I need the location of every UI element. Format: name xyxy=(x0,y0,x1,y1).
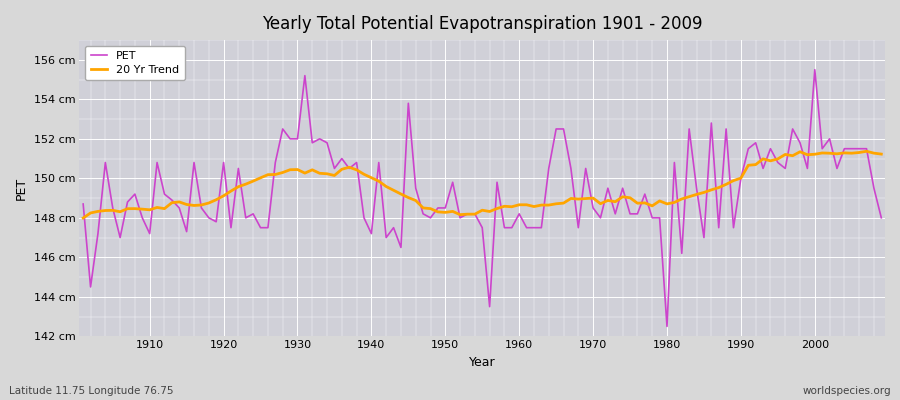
20 Yr Trend xyxy=(514,202,525,207)
20 Yr Trend xyxy=(602,198,613,203)
Y-axis label: PET: PET xyxy=(15,177,28,200)
PET xyxy=(137,216,148,220)
Line: PET: PET xyxy=(83,70,881,326)
20 Yr Trend xyxy=(137,207,148,212)
20 Yr Trend xyxy=(77,216,88,220)
Legend: PET, 20 Yr Trend: PET, 20 Yr Trend xyxy=(85,46,184,80)
PET xyxy=(300,73,310,78)
20 Yr Trend xyxy=(507,204,517,209)
PET xyxy=(602,186,613,190)
PET xyxy=(514,212,525,216)
20 Yr Trend xyxy=(300,171,310,176)
PET xyxy=(809,67,820,72)
20 Yr Trend xyxy=(876,152,886,156)
Line: 20 Yr Trend: 20 Yr Trend xyxy=(83,151,881,218)
PET xyxy=(344,166,355,171)
Text: Latitude 11.75 Longitude 76.75: Latitude 11.75 Longitude 76.75 xyxy=(9,386,174,396)
Text: worldspecies.org: worldspecies.org xyxy=(803,386,891,396)
X-axis label: Year: Year xyxy=(469,356,496,369)
20 Yr Trend xyxy=(861,149,872,154)
PET xyxy=(507,225,517,230)
PET xyxy=(77,202,88,206)
Title: Yearly Total Potential Evapotranspiration 1901 - 2009: Yearly Total Potential Evapotranspiratio… xyxy=(262,15,703,33)
PET xyxy=(876,216,886,220)
PET xyxy=(662,324,672,329)
20 Yr Trend xyxy=(344,165,355,170)
